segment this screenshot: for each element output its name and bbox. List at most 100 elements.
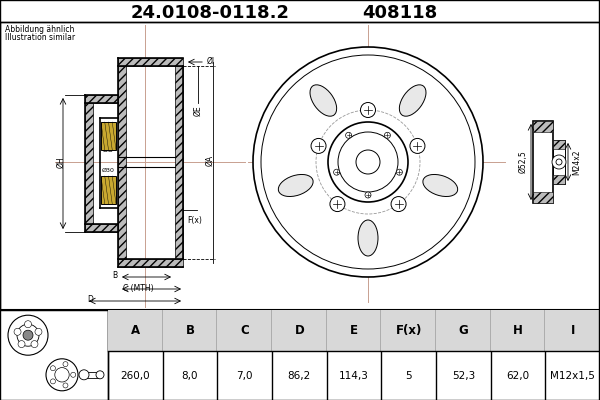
Text: Ø30: Ø30: [102, 168, 115, 172]
Text: Abbildung ähnlich: Abbildung ähnlich: [5, 25, 74, 34]
Circle shape: [50, 379, 55, 384]
Circle shape: [552, 155, 566, 169]
Circle shape: [63, 362, 68, 367]
Bar: [85, 95, 118, 103]
Circle shape: [334, 169, 340, 175]
Circle shape: [63, 383, 68, 388]
Bar: [101, 122, 116, 150]
Text: ØH: ØH: [56, 156, 65, 168]
Bar: [382, 310, 436, 351]
Ellipse shape: [400, 85, 426, 116]
Bar: [85, 372, 99, 378]
Bar: [533, 121, 553, 132]
Bar: [533, 121, 553, 203]
Bar: [491, 310, 545, 351]
Circle shape: [71, 372, 76, 377]
Circle shape: [261, 55, 475, 269]
Bar: [272, 310, 326, 351]
Circle shape: [79, 370, 89, 380]
Text: 62,0: 62,0: [506, 371, 530, 381]
Text: B: B: [112, 272, 117, 280]
Bar: [436, 310, 491, 351]
Bar: [326, 310, 382, 351]
Bar: [545, 310, 600, 351]
Circle shape: [17, 324, 39, 346]
Bar: [0, 22, 600, 310]
Text: M12x1,5: M12x1,5: [550, 371, 595, 381]
Ellipse shape: [278, 174, 313, 196]
Text: D: D: [87, 296, 93, 304]
Text: C (MTH): C (MTH): [123, 284, 154, 292]
Bar: [163, 310, 217, 351]
Text: 7,0: 7,0: [236, 371, 253, 381]
Circle shape: [338, 132, 398, 192]
Text: F(x): F(x): [187, 216, 202, 224]
Circle shape: [311, 138, 326, 154]
Bar: [101, 176, 116, 204]
Ellipse shape: [358, 220, 378, 256]
Circle shape: [96, 371, 104, 379]
Circle shape: [356, 150, 380, 174]
Circle shape: [410, 138, 425, 154]
Bar: [85, 103, 93, 224]
Circle shape: [35, 328, 42, 335]
Circle shape: [55, 368, 69, 382]
Bar: [217, 310, 272, 351]
Circle shape: [23, 330, 33, 340]
Ellipse shape: [423, 174, 458, 196]
Bar: [118, 259, 183, 267]
Text: Ø52,5: Ø52,5: [519, 151, 528, 173]
Circle shape: [556, 159, 562, 165]
Circle shape: [18, 340, 25, 348]
Text: E: E: [350, 324, 358, 337]
Text: 86,2: 86,2: [288, 371, 311, 381]
Circle shape: [365, 192, 371, 198]
Circle shape: [391, 196, 406, 212]
Circle shape: [50, 366, 55, 371]
Bar: [118, 58, 183, 66]
Text: D: D: [295, 324, 304, 337]
Circle shape: [330, 196, 345, 212]
Text: 24.0108-0118.2: 24.0108-0118.2: [131, 4, 290, 22]
Text: ØI: ØI: [207, 56, 215, 66]
Circle shape: [397, 169, 403, 175]
Text: ØG: ØG: [103, 147, 114, 153]
Text: 52,3: 52,3: [452, 371, 475, 381]
Text: M24x2: M24x2: [572, 149, 581, 175]
Circle shape: [385, 132, 391, 138]
Bar: [553, 140, 565, 184]
Circle shape: [31, 340, 38, 348]
Text: 5: 5: [406, 371, 412, 381]
Text: C: C: [240, 324, 249, 337]
Text: A: A: [131, 324, 140, 337]
Bar: [85, 224, 118, 232]
Circle shape: [346, 132, 352, 138]
Circle shape: [361, 102, 376, 118]
Text: Illustration similar: Illustration similar: [5, 33, 75, 42]
Bar: [533, 192, 553, 203]
Circle shape: [8, 315, 48, 355]
Circle shape: [253, 47, 483, 277]
Text: 8,0: 8,0: [182, 371, 198, 381]
Bar: [175, 66, 183, 259]
Bar: [553, 140, 565, 149]
Ellipse shape: [310, 85, 337, 116]
Text: 260,0: 260,0: [121, 371, 150, 381]
Text: I: I: [571, 324, 575, 337]
Bar: [108, 310, 163, 351]
Text: H: H: [513, 324, 523, 337]
Circle shape: [14, 328, 21, 335]
Text: G: G: [458, 324, 468, 337]
Text: 114,3: 114,3: [339, 371, 369, 381]
Circle shape: [46, 359, 78, 391]
Text: ØE: ØE: [193, 106, 202, 116]
Text: ATE: ATE: [349, 203, 428, 241]
Bar: [553, 175, 565, 184]
Circle shape: [25, 321, 32, 328]
Text: 408118: 408118: [362, 4, 437, 22]
Text: F(x): F(x): [395, 324, 422, 337]
Circle shape: [328, 122, 408, 202]
Text: B: B: [185, 324, 194, 337]
Bar: [118, 66, 126, 259]
Text: ØA: ØA: [205, 154, 214, 166]
